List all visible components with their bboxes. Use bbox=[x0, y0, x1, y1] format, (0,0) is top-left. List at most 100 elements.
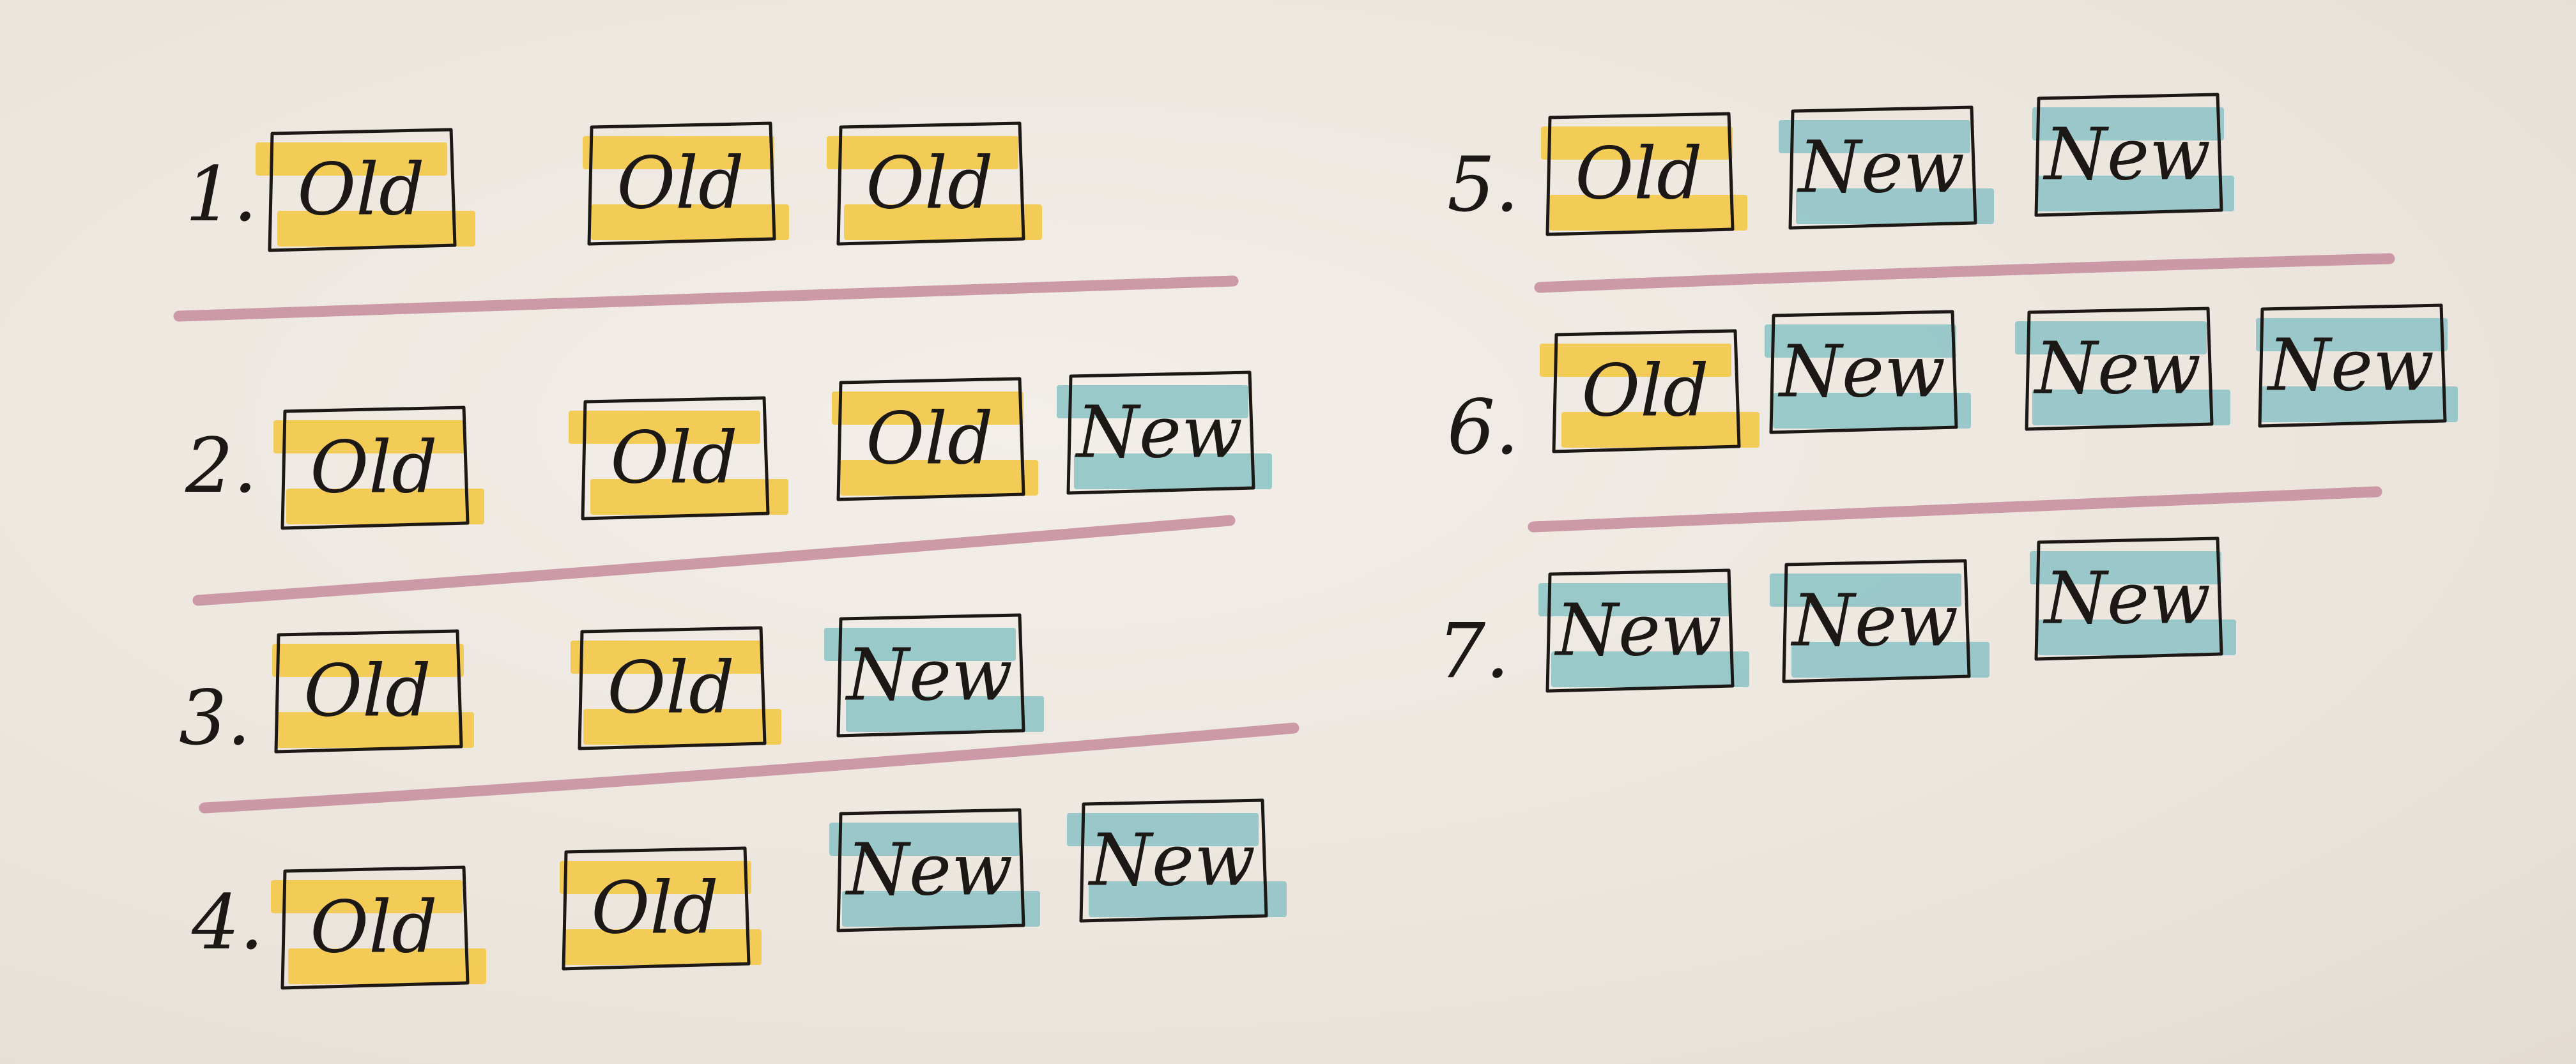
highlight-band-top bbox=[2030, 551, 2221, 584]
box-outline bbox=[1788, 105, 1977, 230]
box-outline bbox=[836, 613, 1025, 738]
highlight-band-bottom bbox=[1089, 881, 1287, 917]
new-box: New bbox=[1067, 798, 1287, 923]
old-box: Old bbox=[569, 396, 788, 521]
highlight-band-top bbox=[2015, 321, 2207, 354]
box-label: New bbox=[1790, 580, 1958, 663]
highlight-band-top bbox=[1779, 120, 1970, 153]
box-outline bbox=[562, 846, 751, 971]
highlight-band-top bbox=[1067, 813, 1259, 846]
highlight-band-top bbox=[1765, 324, 1956, 358]
box-outline bbox=[581, 396, 770, 521]
step-divider bbox=[192, 515, 1236, 606]
highlight-band-bottom bbox=[2260, 386, 2458, 422]
highlight-band-bottom bbox=[2032, 390, 2230, 425]
step-divider bbox=[173, 275, 1239, 322]
box-outline bbox=[2034, 536, 2223, 661]
box-label: New bbox=[2043, 114, 2211, 197]
new-box: New bbox=[1770, 559, 1989, 683]
box-outline bbox=[274, 629, 463, 754]
highlight-band-top bbox=[272, 644, 464, 677]
box-outline bbox=[2258, 303, 2447, 428]
box-outline bbox=[2025, 307, 2214, 431]
old-box: Old bbox=[271, 865, 486, 990]
step-row-6: 6. Old New New New bbox=[1447, 303, 2458, 471]
new-box: New bbox=[1765, 310, 1971, 434]
highlight-band-bottom bbox=[1796, 188, 1994, 224]
box-outline bbox=[836, 808, 1025, 932]
highlight-band-bottom bbox=[288, 948, 486, 984]
highlight-band-top bbox=[824, 628, 1016, 661]
old-box: Old bbox=[832, 377, 1038, 501]
highlight-band-bottom bbox=[1561, 412, 1759, 448]
highlight-band-top bbox=[583, 136, 774, 169]
box-label: New bbox=[1777, 331, 1945, 414]
step-dividers bbox=[173, 253, 2395, 814]
box-outline bbox=[836, 377, 1025, 501]
box-label: Old bbox=[866, 142, 993, 225]
highlight-band-bottom bbox=[591, 204, 789, 240]
box-label: New bbox=[845, 634, 1013, 717]
box-label: Old bbox=[610, 417, 737, 500]
highlight-band-bottom bbox=[1074, 453, 1272, 489]
highlight-band-bottom bbox=[1773, 393, 1971, 429]
highlight-band-bottom bbox=[1791, 642, 1989, 678]
box-outline bbox=[587, 121, 776, 246]
box-label: Old bbox=[607, 647, 734, 730]
highlight-band-bottom bbox=[2038, 619, 2236, 655]
box-label: Old bbox=[310, 886, 437, 969]
box-label: New bbox=[2266, 324, 2434, 407]
step-number: 1. bbox=[185, 150, 257, 238]
step-row-4: 4. Old Old New New bbox=[191, 798, 1287, 990]
highlight-band-top bbox=[571, 641, 762, 674]
box-outline bbox=[1545, 112, 1735, 236]
old-box: Old bbox=[1541, 112, 1747, 236]
new-box: New bbox=[2256, 303, 2458, 428]
box-label: Old bbox=[297, 149, 424, 232]
highlight-band-bottom bbox=[583, 709, 781, 745]
highlight-band-bottom bbox=[286, 489, 484, 524]
highlight-band-top bbox=[1538, 583, 1730, 616]
highlight-band-top bbox=[1770, 574, 1961, 607]
step-number: 4. bbox=[191, 878, 264, 966]
box-label: New bbox=[1087, 819, 1255, 902]
new-box: New bbox=[1057, 370, 1272, 495]
highlight-band-top bbox=[1540, 344, 1731, 377]
step-row-1: 1. Old Old Old bbox=[185, 121, 1042, 252]
step-number: 6. bbox=[1447, 383, 1519, 471]
box-label: Old bbox=[303, 650, 431, 733]
step-number: 5. bbox=[1447, 141, 1519, 229]
new-box: New bbox=[2032, 93, 2234, 217]
highlight-band-top bbox=[271, 880, 463, 913]
box-label: Old bbox=[1581, 350, 1708, 433]
box-label: Old bbox=[591, 867, 718, 950]
old-box: Old bbox=[273, 406, 484, 530]
box-label: Old bbox=[1575, 133, 1702, 216]
box-outline bbox=[1769, 310, 1958, 434]
old-box: Old bbox=[256, 128, 475, 252]
new-box: New bbox=[1538, 568, 1749, 693]
highlight-band-bottom bbox=[277, 211, 475, 247]
box-outline bbox=[1545, 568, 1735, 693]
highlight-band-top bbox=[1057, 385, 1248, 418]
box-label: Old bbox=[866, 398, 993, 481]
new-box: New bbox=[2015, 307, 2230, 431]
box-outline bbox=[1552, 329, 1741, 453]
step-number: 7. bbox=[1438, 607, 1510, 695]
step-divider bbox=[1534, 253, 2395, 293]
box-outline bbox=[2034, 93, 2223, 217]
box-outline bbox=[1079, 798, 1268, 923]
highlight-band-top bbox=[832, 391, 1023, 425]
old-box: Old bbox=[583, 121, 789, 246]
highlight-band-top bbox=[560, 861, 751, 894]
highlight-band-bottom bbox=[844, 204, 1042, 240]
step-divider bbox=[1528, 486, 2382, 533]
step-row-5: 5. Old New New bbox=[1447, 93, 2234, 236]
step-row-7: 7. New New New bbox=[1438, 536, 2236, 695]
old-box: Old bbox=[827, 121, 1042, 246]
highlight-band-top bbox=[2256, 318, 2448, 351]
old-box: Old bbox=[1540, 329, 1759, 453]
highlight-band-bottom bbox=[1549, 195, 1747, 231]
highlight-band-bottom bbox=[276, 712, 474, 748]
